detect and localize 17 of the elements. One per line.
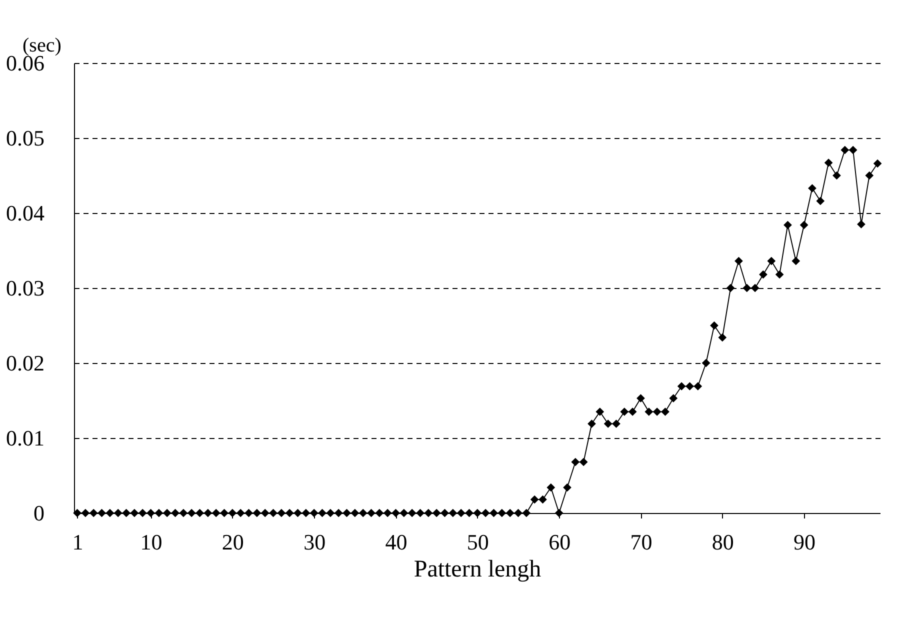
y-tick-label: 0.01	[6, 426, 44, 450]
y-tick-label: 0	[34, 500, 44, 526]
x-tick-label: 50	[466, 530, 489, 554]
x-tick-label: 40	[385, 530, 408, 554]
y-tick-label: 0.05	[6, 126, 44, 150]
x-tick-label: 20	[222, 530, 244, 554]
x-tick-label: 1	[72, 530, 84, 554]
x-tick-label: 30	[304, 530, 326, 554]
y-tick-label: 0.04	[6, 200, 44, 226]
x-tick-label: 10	[140, 530, 162, 554]
y-tick-label: 0.03	[6, 276, 44, 300]
x-tick-label: 80	[712, 530, 734, 554]
x-tick-label: 90	[794, 530, 816, 554]
x-tick-label: 70	[630, 530, 652, 554]
x-tick-label: 60	[548, 530, 571, 554]
x-axis-title: Pattern lengh	[414, 556, 542, 582]
y-tick-label: 0.02	[6, 350, 44, 376]
